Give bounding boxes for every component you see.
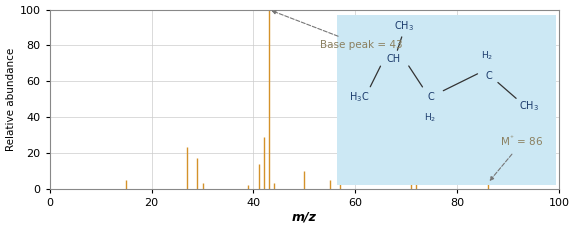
Text: Base peak = 43: Base peak = 43 <box>273 11 402 50</box>
Text: CH$_3$: CH$_3$ <box>394 20 414 33</box>
Text: H$_2$: H$_2$ <box>481 50 493 62</box>
Y-axis label: Relative abundance: Relative abundance <box>6 47 16 151</box>
Text: M$^{⁺}$ = 86: M$^{⁺}$ = 86 <box>490 135 543 180</box>
Text: C: C <box>485 71 492 81</box>
Text: CH: CH <box>387 54 401 64</box>
Text: H$_3$C: H$_3$C <box>348 90 369 104</box>
FancyBboxPatch shape <box>338 15 557 185</box>
Text: CH$_3$: CH$_3$ <box>519 99 539 113</box>
Text: C: C <box>427 92 434 102</box>
X-axis label: m/z: m/z <box>292 210 317 224</box>
Text: H$_2$: H$_2$ <box>424 112 437 124</box>
